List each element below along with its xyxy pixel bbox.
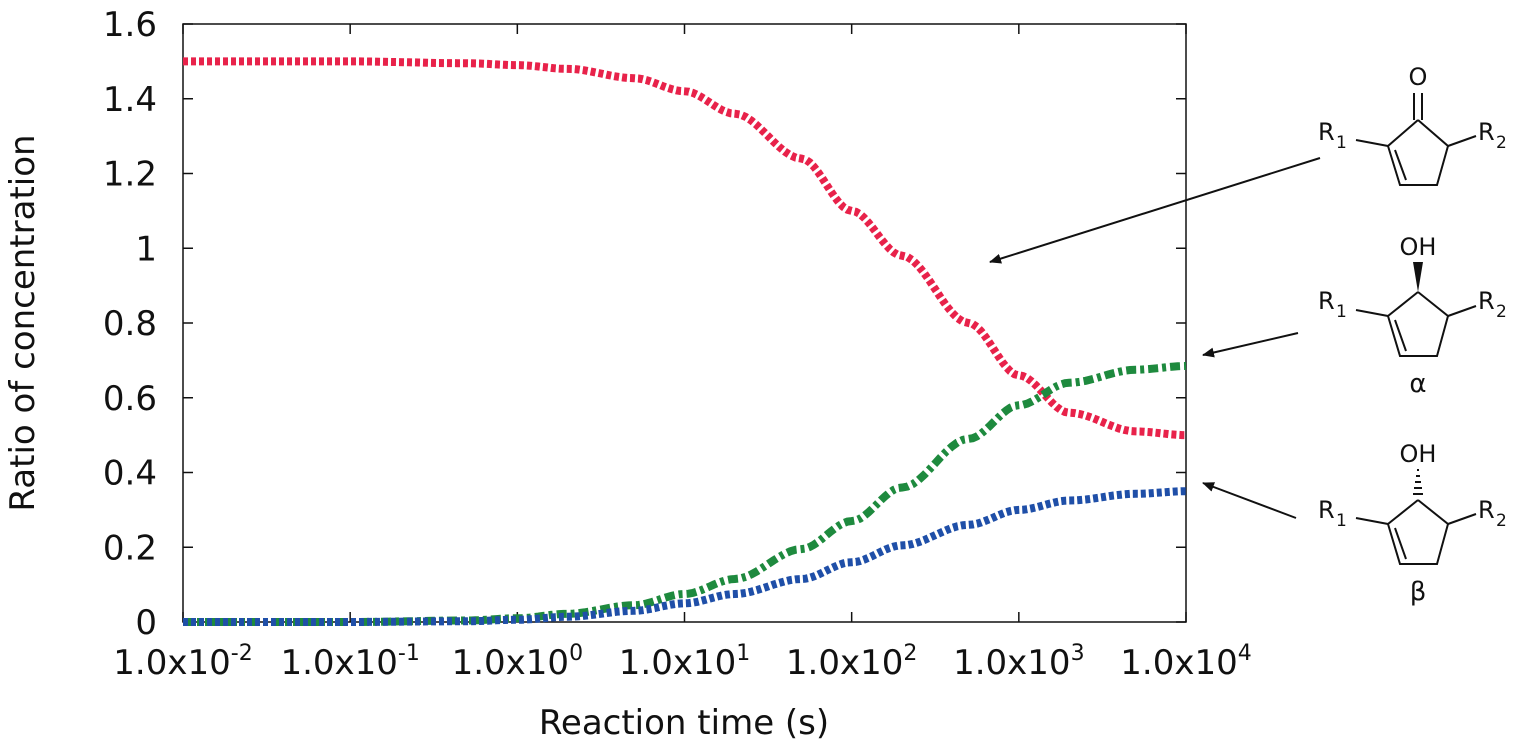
- y-tick-label: 0.2: [103, 528, 157, 568]
- arrow-beta: [1202, 482, 1297, 519]
- plot-frame: [182, 23, 1187, 623]
- x-tick-label: 1.0x104: [1120, 641, 1251, 683]
- x-tick-label: 1.0x101: [619, 641, 750, 683]
- alpha-r2-index: 2: [1496, 302, 1507, 322]
- x-axis-title: Reaction time (s): [539, 703, 829, 743]
- alpha-caption: α: [1409, 369, 1426, 399]
- y-tick-label: 1.2: [103, 155, 157, 195]
- series-line-0: [183, 57, 1186, 440]
- x-tick-label: 1.0x103: [953, 641, 1084, 683]
- arrow-alpha: [1202, 332, 1299, 358]
- beta-caption: β: [1410, 577, 1427, 607]
- y-tick-label: 0: [135, 603, 157, 643]
- y-tick-label: 1: [135, 229, 157, 269]
- alpha-r2-label: R: [1478, 287, 1495, 315]
- beta-r2-label: R: [1478, 496, 1495, 524]
- ketone-r2-index: 2: [1496, 133, 1507, 153]
- beta-r2-index: 2: [1496, 511, 1507, 531]
- y-tick-label: 0.4: [103, 454, 157, 494]
- alpha-wedge-bond: [1413, 262, 1423, 292]
- x-tick-label: 1.0x102: [786, 641, 917, 683]
- beta-oh-label: OH: [1400, 440, 1437, 468]
- x-tick-label: 1.0x100: [452, 641, 583, 683]
- ketone-r2-label: R: [1478, 118, 1495, 146]
- y-tick-label: 1.6: [103, 5, 157, 45]
- y-axis-ticks: 0 0.2 0.4 0.6 0.8 1 1.2 1.4 1.6: [103, 5, 1186, 643]
- series-line-2: [183, 487, 1186, 626]
- structure-alpha: OH R 1 R 2 α: [1318, 233, 1507, 399]
- x-tick-label: 1.0x10-1: [280, 641, 419, 683]
- alpha-oh-label: OH: [1400, 233, 1437, 261]
- y-tick-label: 0.8: [103, 304, 157, 344]
- series-line-1: [183, 362, 1187, 626]
- structure-ketone: O R 1 R 2: [1318, 63, 1507, 186]
- ketone-r1-label: R: [1318, 118, 1335, 146]
- beta-hashed-bond: [1413, 469, 1423, 495]
- series-layer: [183, 57, 1187, 626]
- structure-beta: OH R 1 R 2 β: [1318, 440, 1507, 607]
- ketone-oxygen-label: O: [1409, 63, 1428, 91]
- y-tick-label: 0.6: [103, 379, 157, 419]
- alpha-r1-label: R: [1318, 287, 1335, 315]
- y-axis-title: Ratio of concentration: [3, 134, 43, 511]
- arrow-ketone: [989, 157, 1321, 264]
- x-axis-ticks: 1.0x10-2 1.0x10-1 1.0x100 1.0x101 1.0x102 1.0…: [113, 24, 1252, 683]
- beta-r1-label: R: [1318, 496, 1335, 524]
- alpha-r1-index: 1: [1336, 302, 1347, 322]
- y-tick-label: 1.4: [103, 80, 157, 120]
- beta-r1-index: 1: [1336, 511, 1347, 531]
- x-tick-label: 1.0x10-2: [113, 641, 252, 683]
- ketone-r1-index: 1: [1336, 133, 1347, 153]
